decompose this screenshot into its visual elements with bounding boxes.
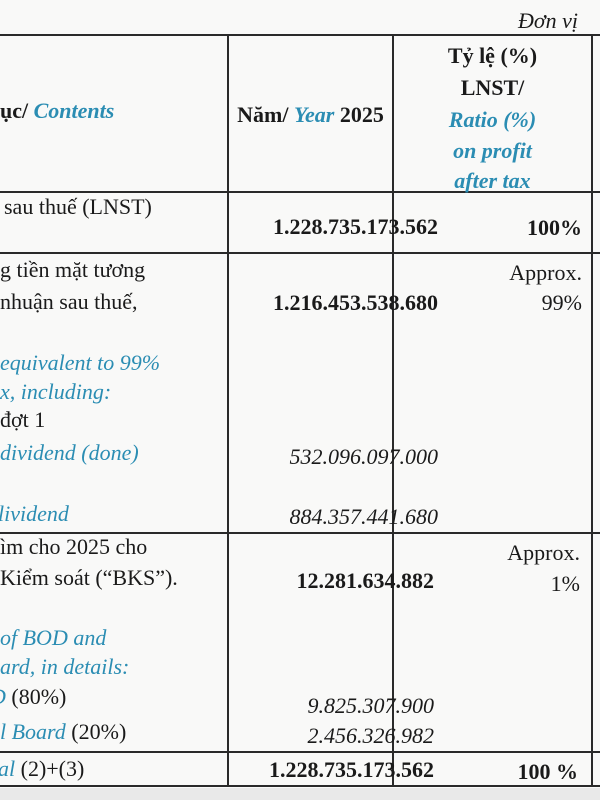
header-bottom-border: [0, 191, 600, 193]
row3-line-5: D (80%): [0, 686, 66, 708]
col-divider-1: [227, 34, 229, 787]
row3-sub-amount-1: 9.825.307.900: [307, 693, 435, 718]
row2-line-6: dividend (done): [0, 440, 139, 465]
row2-line-3: equivalent to 99%: [0, 350, 161, 375]
total-ratio: 100 %: [517, 759, 579, 784]
header-year-value: 2025: [339, 102, 384, 127]
total-label-en: al: [0, 756, 16, 781]
header-ratio-vi-1: Tỷ lệ (%): [447, 43, 538, 68]
row3-bod-label: D: [0, 684, 6, 709]
total-formula: (2)+(3): [20, 756, 85, 781]
header-contents: ục/ Contents: [0, 100, 114, 122]
row2-bottom-border: [0, 532, 600, 534]
row1-bottom-border: [0, 252, 600, 254]
header-contents-vi: ục/: [0, 98, 29, 123]
row1-amount: 1.228.735.173.562: [273, 214, 438, 239]
total-amount: 1.228.735.173.562: [269, 757, 434, 782]
row3-bod-share: (80%): [11, 684, 67, 709]
header-ratio-en-3: after tax: [454, 168, 531, 193]
row3-amount: 12.281.634.882: [296, 568, 435, 593]
header-contents-en: Contents: [33, 98, 115, 123]
row2-sub-amount-1: 532.096.097.000: [289, 444, 439, 469]
row3-line-1: ìm cho 2025 cho: [0, 534, 148, 559]
row2-line-1: g tiền mặt tương: [0, 257, 146, 282]
row3-bottom-border: [0, 751, 600, 753]
page-margin: [0, 788, 600, 800]
row3-sub-amount-2: 2.456.326.982: [307, 723, 435, 748]
row2-line-2: nhuận sau thuế,: [0, 289, 138, 314]
header-year-vi: Năm/: [237, 102, 289, 127]
col-divider-2: [392, 34, 394, 787]
row2-line-7: lividend: [0, 501, 69, 526]
row3-ratio-1: Approx.: [507, 540, 580, 565]
row2-sub-amount-2: 884.357.441.680: [289, 504, 439, 529]
header-ratio-en-2: on profit: [453, 138, 532, 163]
row3-line-4: ard, in details:: [0, 654, 130, 679]
row2-amount: 1.216.453.538.680: [273, 290, 438, 315]
row3-line-6: l Board (20%): [0, 721, 126, 743]
row3-board-share: (20%): [71, 719, 127, 744]
header-year: Năm/ Year 2025: [229, 104, 392, 126]
row1-ratio: 100%: [527, 215, 582, 240]
unit-label: Đơn vị: [518, 8, 579, 33]
row2-line-4: x, including:: [0, 379, 112, 404]
row3-ratio-2: 1%: [550, 571, 580, 596]
row3-board-label: l Board: [0, 719, 66, 744]
header-ratio-en-1: Ratio (%): [448, 107, 537, 132]
row2-ratio-2: 99%: [541, 290, 582, 315]
col-divider-3: [591, 34, 593, 787]
header-year-en: Year: [294, 102, 335, 127]
total-label: al (2)+(3): [0, 758, 84, 780]
row1-label: sau thuế (LNST): [4, 194, 152, 219]
row3-line-2: Kiểm soát (“BKS”).: [0, 565, 178, 590]
table-bottom-border: [0, 785, 600, 787]
row2-line-5: đợt 1: [0, 407, 46, 432]
header-ratio-vi-2: LNST/: [460, 75, 525, 100]
table-top-border: [0, 34, 600, 36]
row2-ratio-1: Approx.: [509, 260, 582, 285]
row3-line-3: of BOD and: [0, 625, 107, 650]
